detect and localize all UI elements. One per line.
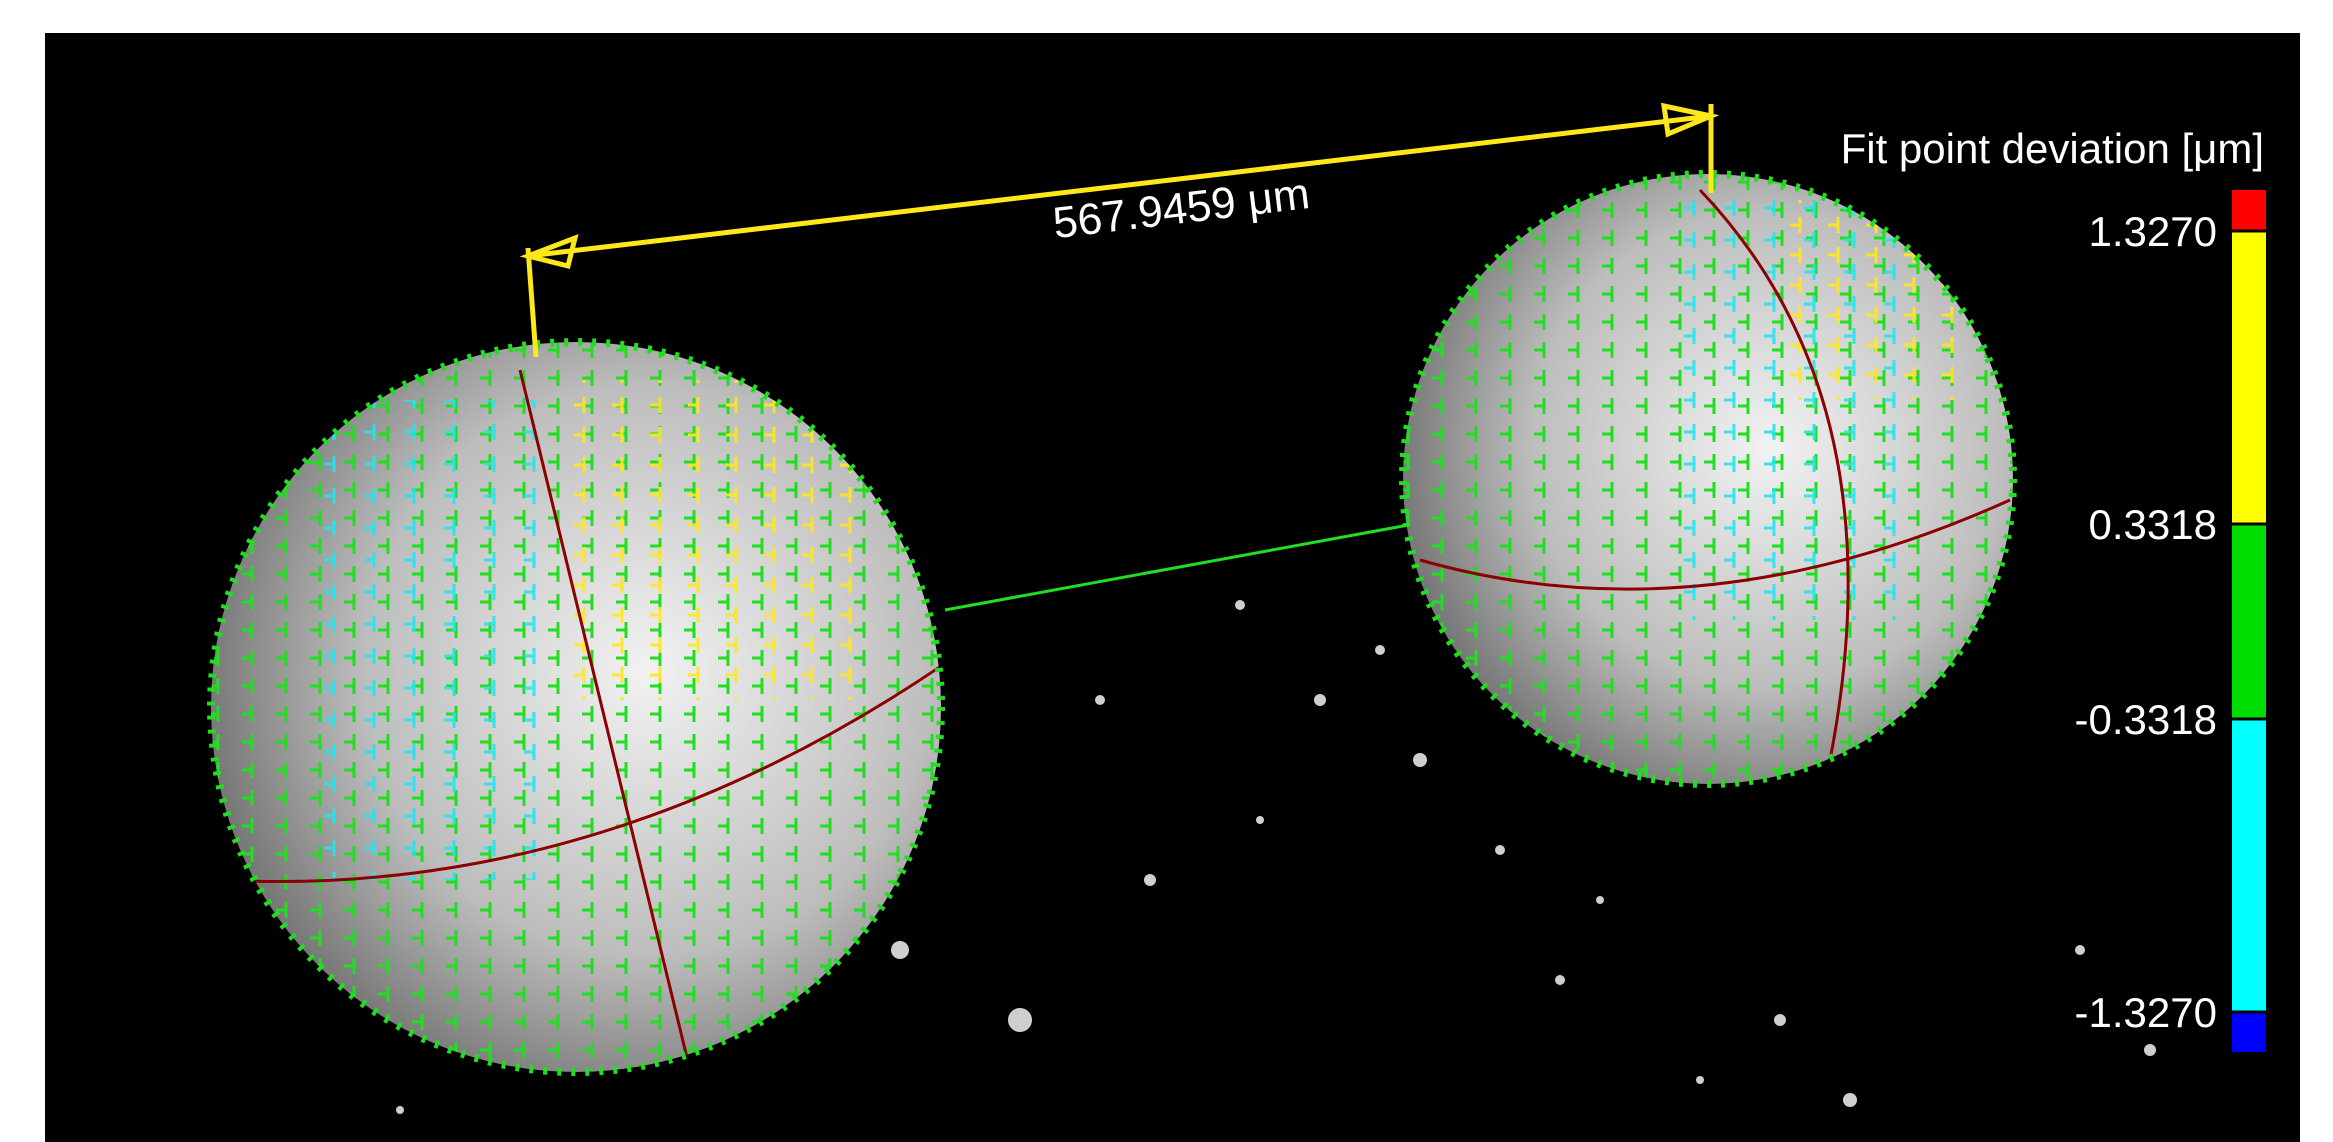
color-legend: Fit point deviation [μm] 1.3270 0.3318 -… — [1841, 125, 2266, 1052]
dimension — [519, 102, 1720, 358]
legend-tick-label: -0.3318 — [2075, 696, 2217, 743]
debris — [396, 600, 2156, 1114]
sphere-left — [207, 338, 945, 1076]
legend-tick-label: -1.3270 — [2075, 989, 2217, 1036]
sphere-right — [1399, 170, 2017, 788]
connector-line — [944, 522, 1415, 612]
legend-tick-label: 1.3270 — [2089, 208, 2217, 255]
legend-tick-label: 0.3318 — [2089, 501, 2217, 548]
legend-title: Fit point deviation [μm] — [1841, 125, 2264, 172]
